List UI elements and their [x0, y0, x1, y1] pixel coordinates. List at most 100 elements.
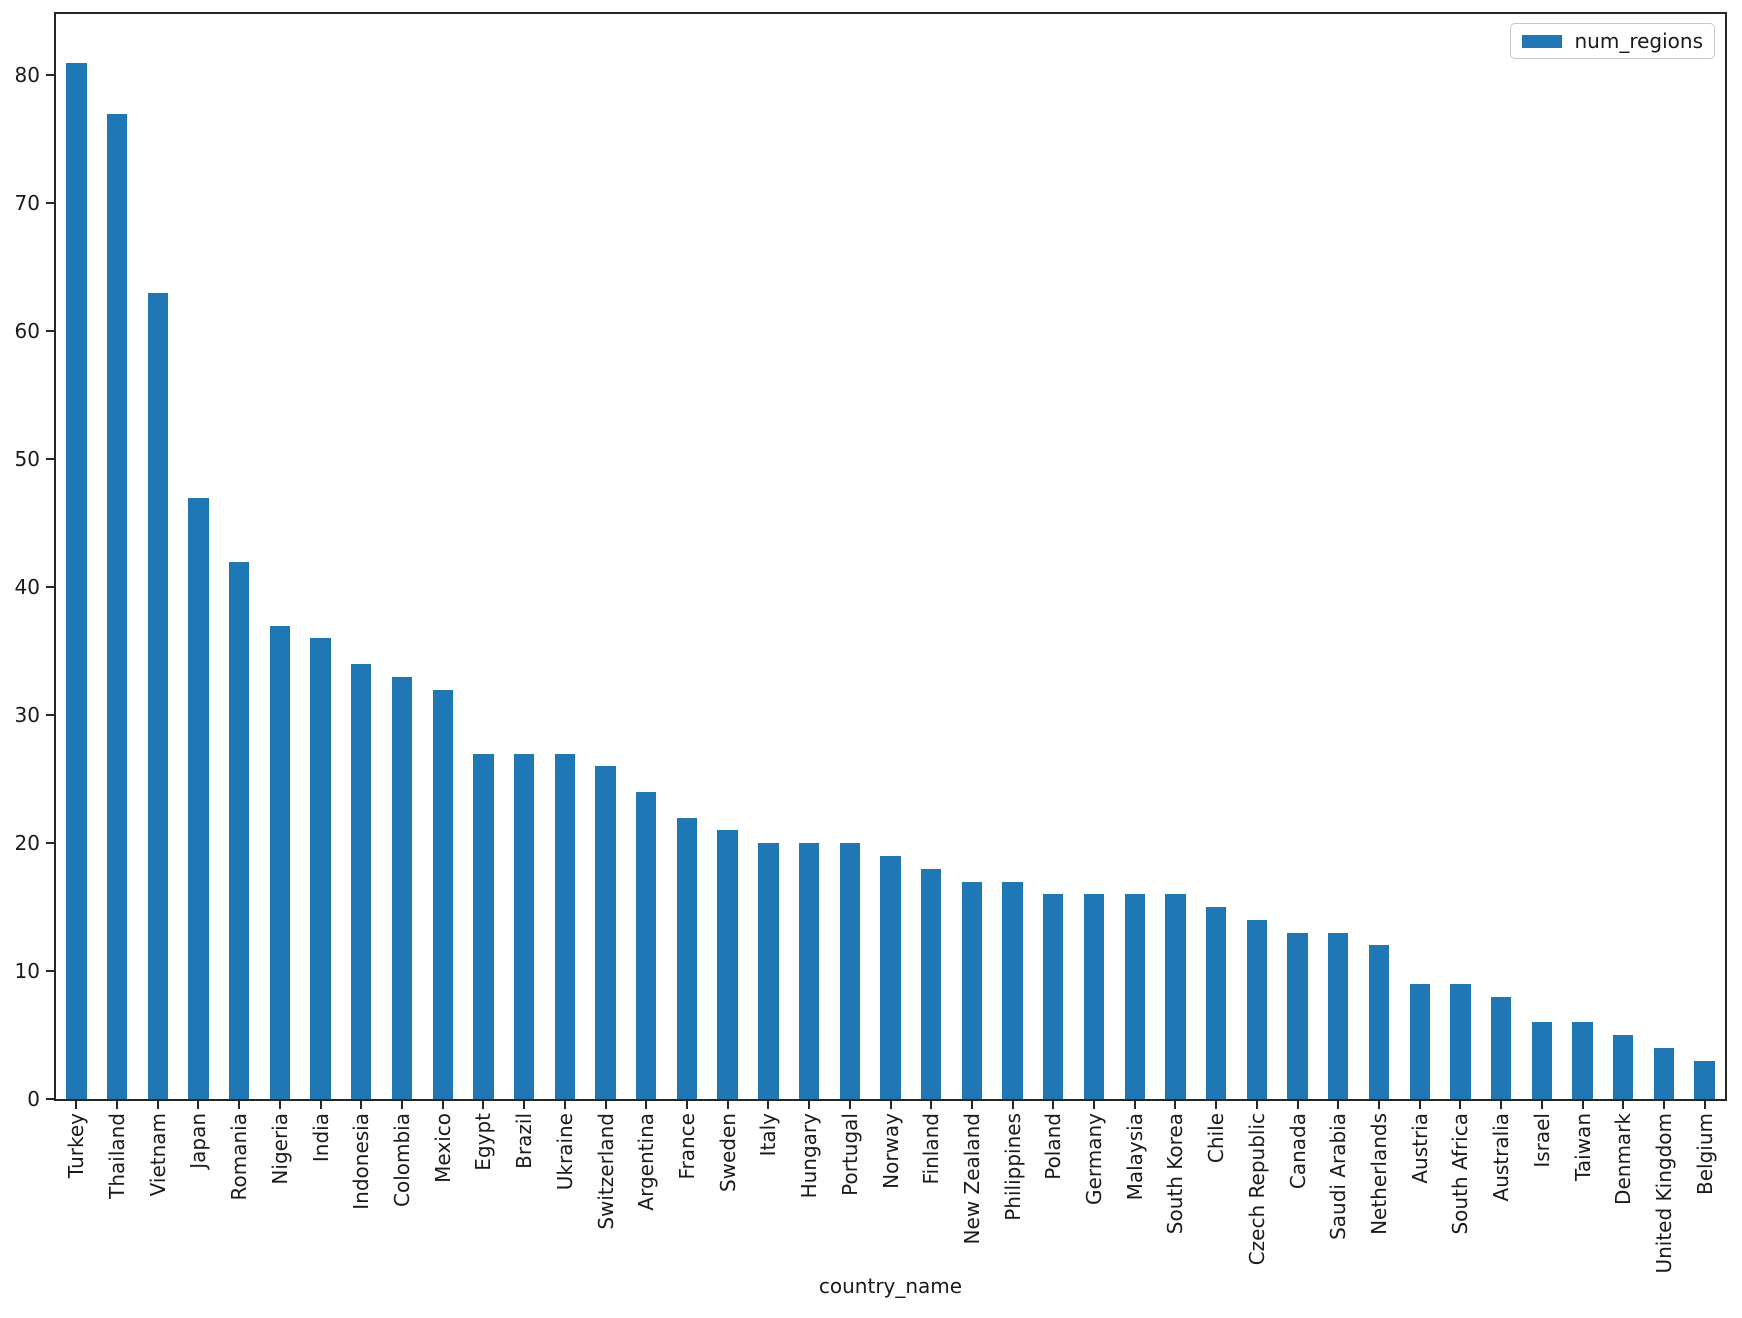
legend-color-patch — [1522, 34, 1563, 48]
y-axis-tick-label: 70 — [14, 191, 40, 216]
bar — [798, 843, 820, 1099]
x-axis-tick-label: Canada — [1285, 1113, 1310, 1190]
bar — [1653, 1047, 1675, 1099]
bar — [1409, 983, 1430, 1099]
y-axis-tick — [46, 586, 54, 589]
x-axis-tick-label: Denmark — [1611, 1113, 1636, 1205]
x-axis-tick-label: India — [308, 1113, 333, 1163]
bar — [147, 292, 168, 1099]
x-axis-tick — [482, 1101, 485, 1109]
x-axis-tick — [238, 1101, 241, 1109]
x-axis-tick-label: United Kingdom — [1651, 1113, 1676, 1274]
x-axis-tick-label: Chile — [1204, 1113, 1229, 1164]
x-axis-tick — [1377, 1101, 1380, 1109]
x-axis-tick-label: Sweden — [715, 1113, 740, 1193]
y-axis-tick — [46, 458, 54, 461]
x-axis-tick-label: Finland — [919, 1113, 944, 1185]
y-axis-tick-label: 30 — [14, 703, 40, 728]
x-axis-tick-label: Argentina — [634, 1113, 659, 1211]
x-axis-tick — [1703, 1101, 1706, 1109]
x-axis-tick-label: Vietnam — [145, 1113, 170, 1197]
x-axis-tick-label: Nigeria — [267, 1113, 292, 1185]
bar — [188, 497, 209, 1099]
x-axis-tick-label: Austria — [1407, 1113, 1432, 1184]
bar — [1368, 945, 1390, 1099]
y-axis-tick-label: 80 — [14, 63, 40, 88]
x-axis-tick — [970, 1101, 973, 1109]
x-axis-tick-label: Israel — [1529, 1113, 1554, 1168]
x-axis-tick — [808, 1101, 811, 1109]
x-axis-tick-label: Turkey — [64, 1113, 89, 1179]
x-axis-tick-label: Mexico — [430, 1113, 455, 1183]
bar — [1205, 907, 1227, 1099]
x-axis-tick — [1174, 1101, 1177, 1109]
y-axis-tick-label: 50 — [14, 447, 40, 472]
x-axis-tick — [1622, 1101, 1625, 1109]
x-axis-tick — [1500, 1101, 1503, 1109]
x-axis-tick — [1133, 1101, 1136, 1109]
x-axis-tick-label: Belgium — [1692, 1113, 1717, 1195]
bar — [636, 791, 657, 1099]
y-axis-tick — [46, 330, 54, 333]
bar — [269, 625, 291, 1099]
x-axis-tick — [1459, 1101, 1462, 1109]
x-axis-tick — [889, 1101, 892, 1109]
x-axis-tick — [1296, 1101, 1299, 1109]
bar — [921, 868, 942, 1099]
bar — [1002, 881, 1023, 1099]
bar — [513, 753, 535, 1099]
bar — [1043, 894, 1064, 1099]
bar — [880, 855, 901, 1099]
bar — [554, 753, 575, 1099]
x-axis-tick-label: Portugal — [837, 1113, 862, 1196]
x-axis-tick-label: Saudi Arabia — [1326, 1113, 1351, 1240]
x-axis-tick — [563, 1101, 566, 1109]
legend: num_regions — [1510, 23, 1715, 59]
x-axis-tick — [116, 1101, 119, 1109]
bar — [1328, 932, 1349, 1099]
x-axis-tick — [1255, 1101, 1258, 1109]
x-axis-tick — [930, 1101, 933, 1109]
x-axis-tick-label: Czech Republic — [1244, 1113, 1269, 1266]
x-axis-tick-label: South Korea — [1163, 1113, 1188, 1235]
x-axis-tick-label: Germany — [1082, 1113, 1107, 1205]
x-axis-tick — [1662, 1101, 1665, 1109]
y-axis-tick — [46, 1098, 54, 1100]
x-axis-tick — [278, 1101, 281, 1109]
bar — [1613, 1035, 1634, 1099]
bar — [1083, 894, 1105, 1099]
x-axis-tick-label: New Zealand — [959, 1113, 984, 1245]
x-axis-tick — [441, 1101, 444, 1109]
bar — [229, 561, 250, 1099]
bar — [1531, 1022, 1552, 1099]
bar — [391, 676, 413, 1099]
x-axis-tick-label: Indonesia — [349, 1113, 374, 1210]
x-axis-tick — [197, 1101, 200, 1109]
x-axis-tick — [523, 1101, 526, 1109]
bar — [106, 113, 128, 1099]
x-axis-tick-label: Romania — [227, 1113, 252, 1201]
x-axis-tick — [156, 1101, 159, 1109]
x-axis-tick — [1011, 1101, 1014, 1109]
x-axis-tick — [604, 1101, 607, 1109]
y-axis-tick-label: 20 — [14, 831, 40, 856]
x-axis-tick-label: Australia — [1489, 1113, 1514, 1202]
bar — [758, 843, 779, 1099]
bar — [66, 62, 87, 1099]
x-axis-tick — [319, 1101, 322, 1109]
bar — [1450, 983, 1471, 1099]
x-axis-tick-label: Netherlands — [1366, 1113, 1391, 1235]
bar — [432, 689, 453, 1099]
bar — [310, 638, 331, 1099]
x-axis-tick — [848, 1101, 851, 1109]
x-axis-tick — [75, 1101, 78, 1109]
y-axis-tick — [46, 202, 54, 205]
x-axis-tick — [1337, 1101, 1340, 1109]
x-axis-tick-label: Malaysia — [1122, 1113, 1147, 1201]
x-axis-tick — [360, 1101, 363, 1109]
bar — [1124, 894, 1145, 1099]
x-axis-title: country_name — [818, 1274, 963, 1298]
bar — [676, 817, 698, 1099]
y-axis-tick — [46, 714, 54, 717]
x-axis-tick-label: France — [674, 1113, 699, 1180]
